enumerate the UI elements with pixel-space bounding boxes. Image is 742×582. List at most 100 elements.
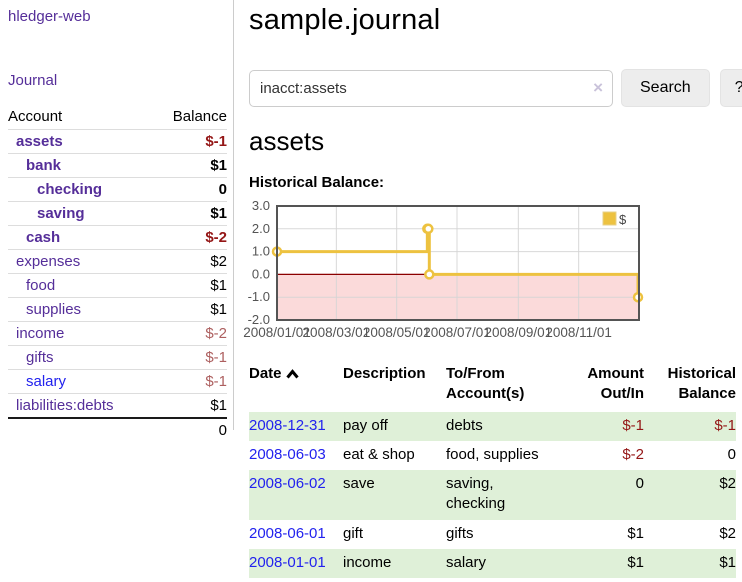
account-balance: $1 [152, 297, 227, 322]
account-balance: $-1 [152, 369, 227, 394]
accounts-total-value: 0 [152, 417, 227, 442]
register-row: 2008-06-01 gift gifts $1 $2 [249, 520, 736, 549]
register-table: Date Description To/From Account(s) Amou… [249, 361, 736, 578]
page-title: sample.journal [249, 4, 441, 36]
sidebar: hledger-web Journal Account Balance asse… [0, 0, 234, 442]
transaction-account: saving, checking [446, 475, 506, 513]
account-row-food: food $1 [8, 273, 227, 298]
sort-ascending-icon [285, 365, 299, 385]
register-header-description: Description [343, 365, 426, 382]
svg-text:1.0: 1.0 [252, 244, 270, 259]
help-button[interactable]: ? [719, 69, 742, 107]
account-link-liabilities-debts[interactable]: liabilities:debts [16, 397, 114, 414]
transaction-account: debts [446, 416, 483, 434]
account-row-expenses: expenses $2 [8, 249, 227, 274]
register-header-balance: Historical Balance [667, 365, 736, 403]
account-balance: $-1 [152, 129, 227, 154]
transaction-amount: $1 [627, 524, 644, 542]
account-row-saving: saving $1 [8, 201, 227, 226]
svg-text:2008/07/01: 2008/07/01 [423, 325, 491, 340]
accounts-table: Account Balance assets $-1 bank $1 check… [8, 105, 227, 442]
transaction-description: income [343, 553, 392, 571]
svg-text:2008/01/01: 2008/01/01 [243, 325, 311, 340]
account-link-income[interactable]: income [16, 325, 65, 342]
account-link-salary[interactable]: salary [26, 373, 67, 390]
search-input-wrap: × [249, 69, 613, 107]
account-balance: $1 [152, 153, 227, 178]
transaction-amount: $1 [627, 553, 644, 571]
account-row-bank: bank $1 [8, 153, 227, 178]
transaction-description: pay off [343, 416, 388, 434]
accounts-header-row: Account Balance [8, 105, 227, 130]
svg-text:-2.0: -2.0 [248, 312, 270, 327]
register-header-date[interactable]: Date [249, 361, 343, 412]
transaction-date-link[interactable]: 2008-06-03 [249, 445, 326, 463]
svg-text:2008/03/01: 2008/03/01 [303, 325, 371, 340]
transaction-description: save [343, 475, 375, 492]
register-row: 2008-06-03 eat & shop food, supplies $-2… [249, 441, 736, 470]
account-balance: $1 [152, 273, 227, 298]
transaction-description: eat & shop [343, 445, 415, 463]
svg-text:2008/05/01: 2008/05/01 [363, 325, 431, 340]
transaction-account: food, supplies [446, 445, 539, 463]
accounts-header-account: Account [8, 108, 63, 125]
account-link-saving[interactable]: saving [37, 205, 85, 222]
search-form: × Search ? [249, 69, 742, 107]
register-row: 2008-12-31 pay off debts $-1 $-1 [249, 411, 736, 441]
clear-search-icon[interactable]: × [593, 77, 603, 97]
search-button[interactable]: Search [621, 69, 710, 107]
svg-text:2008/11/01: 2008/11/01 [545, 325, 612, 340]
transaction-balance: 0 [727, 445, 736, 463]
svg-text:2.0: 2.0 [252, 221, 270, 236]
account-link-expenses[interactable]: expenses [16, 253, 81, 270]
account-link-checking[interactable]: checking [37, 181, 103, 198]
transaction-amount: $-2 [622, 445, 644, 463]
register-header-amount: Amount Out/In [587, 365, 644, 403]
transaction-amount: 0 [635, 475, 644, 492]
transaction-description: gift [343, 524, 364, 542]
chart-heading: Historical Balance: [249, 174, 385, 191]
main-pane: sample.journal × Search ? assets Histori… [234, 0, 742, 578]
accounts-header-balance: Balance [172, 108, 227, 125]
svg-text:3.0: 3.0 [252, 198, 270, 213]
account-heading: assets [249, 126, 325, 156]
account-balance: $-1 [152, 345, 227, 370]
register-row: 2008-06-02 save saving, checking 0 $2 [249, 470, 736, 520]
register-row: 2008-01-01 income salary $1 $1 [249, 548, 736, 578]
account-link-supplies[interactable]: supplies [26, 301, 82, 318]
account-balance: $-2 [152, 225, 227, 250]
account-link-cash[interactable]: cash [26, 229, 61, 246]
svg-text:$: $ [619, 212, 627, 227]
search-input[interactable] [249, 69, 613, 107]
transaction-balance: $-1 [714, 416, 736, 434]
transaction-amount: $-1 [622, 416, 644, 434]
account-link-food[interactable]: food [26, 277, 56, 294]
transaction-date-link[interactable]: 2008-12-31 [249, 416, 326, 434]
account-row-income: income $-2 [8, 321, 227, 346]
svg-text:0.0: 0.0 [252, 266, 270, 281]
account-row-cash: cash $-2 [8, 225, 227, 250]
account-row-salary: salary $-1 [8, 369, 227, 394]
transaction-date-link[interactable]: 2008-01-01 [249, 553, 326, 571]
transaction-date-link[interactable]: 2008-06-01 [249, 524, 326, 542]
svg-text:-1.0: -1.0 [248, 289, 270, 304]
transaction-balance: $2 [719, 524, 736, 542]
app-title-link[interactable]: hledger-web [8, 8, 91, 25]
account-row-assets: assets $-1 [8, 129, 227, 154]
transaction-account: salary [446, 553, 487, 571]
account-balance: $1 [152, 201, 227, 226]
account-link-assets[interactable]: assets [16, 133, 63, 150]
account-balance: 0 [152, 177, 227, 202]
register-header-account: To/From Account(s) [446, 365, 525, 403]
sidebar-item-journal[interactable]: Journal [8, 72, 58, 89]
transaction-date-link[interactable]: 2008-06-02 [249, 475, 326, 492]
transaction-balance: $1 [719, 553, 736, 571]
transaction-balance: $2 [719, 475, 736, 492]
account-link-gifts[interactable]: gifts [26, 349, 54, 366]
account-balance: $-2 [152, 321, 227, 346]
account-link-bank[interactable]: bank [26, 157, 62, 174]
accounts-total-row: 0 [8, 417, 227, 442]
svg-text:2008/09/01: 2008/09/01 [485, 325, 553, 340]
account-row-supplies: supplies $1 [8, 297, 227, 322]
